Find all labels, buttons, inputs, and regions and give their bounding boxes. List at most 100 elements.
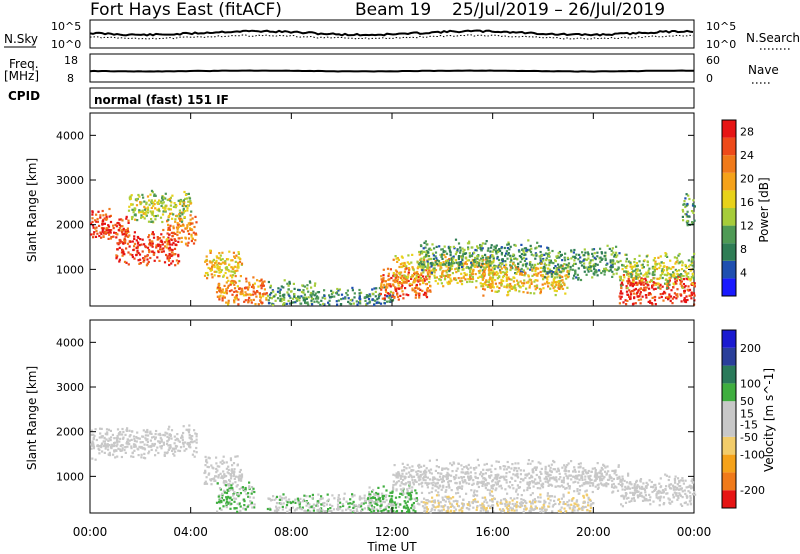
scatter-cell xyxy=(509,261,512,264)
scatter-cell xyxy=(483,274,486,278)
scatter-cell xyxy=(267,299,270,302)
scatter-cell xyxy=(279,502,282,505)
scatter-cell xyxy=(636,290,639,293)
scatter-cell xyxy=(520,272,523,275)
scatter-cell xyxy=(174,444,177,448)
scatter-cell xyxy=(633,265,636,268)
scatter-cell xyxy=(686,202,689,206)
scatter-cell xyxy=(679,293,682,296)
scatter-cell xyxy=(283,497,286,500)
scatter-cell xyxy=(526,488,529,492)
scatter-cell xyxy=(490,272,493,275)
colorbar-tick-label: 28 xyxy=(740,126,754,139)
scatter-cell xyxy=(161,198,164,201)
scatter-cell xyxy=(159,245,162,248)
scatter-cell xyxy=(218,487,222,490)
scatter-cell xyxy=(168,259,171,262)
scatter-cell xyxy=(94,227,97,230)
scatter-cell xyxy=(449,280,452,283)
scatter-cell xyxy=(231,274,235,277)
scatter-cell xyxy=(484,472,487,475)
scatter-cell xyxy=(548,479,551,482)
scatter-cell xyxy=(676,288,679,291)
scatter-cell xyxy=(422,247,425,250)
scatter-cell xyxy=(276,290,280,293)
scatter-cell xyxy=(91,217,94,220)
scatter-cell xyxy=(292,282,295,285)
scatter-cell xyxy=(506,460,509,464)
scatter-cell xyxy=(418,278,421,281)
scatter-cell xyxy=(544,467,547,470)
scatter-cell xyxy=(564,487,567,490)
scatter-cell xyxy=(526,462,530,465)
scatter-cell xyxy=(635,272,638,275)
scatter-cell xyxy=(429,285,432,288)
scatter-cell xyxy=(168,249,171,252)
scatter-cell xyxy=(626,299,629,302)
scatter-cell xyxy=(691,272,694,275)
scatter-cell xyxy=(609,269,612,272)
scatter-cell xyxy=(587,257,590,260)
scatter-cell xyxy=(280,496,283,500)
scatter-cell xyxy=(163,451,166,454)
scatter-cell xyxy=(457,266,461,270)
scatter-cell xyxy=(340,303,343,306)
scatter-cell xyxy=(146,246,150,249)
scatter-cell xyxy=(244,299,247,302)
scatter-cell xyxy=(425,296,429,299)
scatter-cell xyxy=(621,292,624,295)
scatter-cell xyxy=(110,436,113,439)
scatter-cell xyxy=(644,282,648,285)
scatter-cell xyxy=(313,506,316,510)
scatter-cell xyxy=(412,481,415,484)
scatter-cell xyxy=(106,431,109,434)
scatter-cell xyxy=(369,295,372,298)
scatter-cell xyxy=(422,266,425,269)
scatter-cell xyxy=(579,256,582,259)
scatter-cell xyxy=(186,204,189,207)
scatter-cell xyxy=(666,272,669,275)
scatter-cell xyxy=(316,291,319,294)
scatter-cell xyxy=(441,480,444,484)
scatter-cell xyxy=(691,221,694,224)
scatter-cell xyxy=(531,468,534,471)
scatter-cell xyxy=(629,291,632,294)
scatter-cell xyxy=(144,457,147,460)
scatter-cell xyxy=(486,260,489,263)
scatter-cell xyxy=(386,286,389,289)
scatter-cell xyxy=(143,452,146,455)
scatter-cell xyxy=(149,432,152,435)
scatter-cell xyxy=(172,227,175,230)
scatter-cell xyxy=(573,475,576,478)
scatter-cell xyxy=(104,447,107,450)
scatter-cell xyxy=(557,280,560,283)
nsearch-tick-top: 10^5 xyxy=(706,20,736,33)
scatter-cell xyxy=(369,501,372,504)
scatter-cell xyxy=(351,286,354,289)
scatter-cell xyxy=(216,465,219,468)
scatter-cell xyxy=(662,265,665,269)
scatter-cell xyxy=(525,249,528,252)
scatter-cell xyxy=(150,199,153,202)
scatter-cell xyxy=(151,211,154,214)
scatter-cell xyxy=(494,282,497,285)
scatter-cell xyxy=(514,272,517,275)
scatter-cell xyxy=(426,261,430,264)
scatter-cell xyxy=(527,484,530,487)
scatter-cell xyxy=(377,509,380,512)
scatter-cell xyxy=(179,199,182,202)
scatter-cell xyxy=(108,444,111,447)
scatter-cell xyxy=(401,475,404,478)
scatter-cell xyxy=(243,504,246,507)
scatter-cell xyxy=(165,246,168,249)
scatter-cell xyxy=(396,293,399,296)
scatter-cell xyxy=(189,214,192,217)
scatter-cell xyxy=(449,250,452,253)
scatter-cell xyxy=(623,270,626,273)
scatter-cell xyxy=(418,250,421,254)
scatter-cell xyxy=(471,272,474,275)
scatter-cell xyxy=(612,273,615,276)
scatter-cell xyxy=(181,434,184,437)
scatter-cell xyxy=(563,469,566,472)
scatter-cell xyxy=(482,285,485,288)
